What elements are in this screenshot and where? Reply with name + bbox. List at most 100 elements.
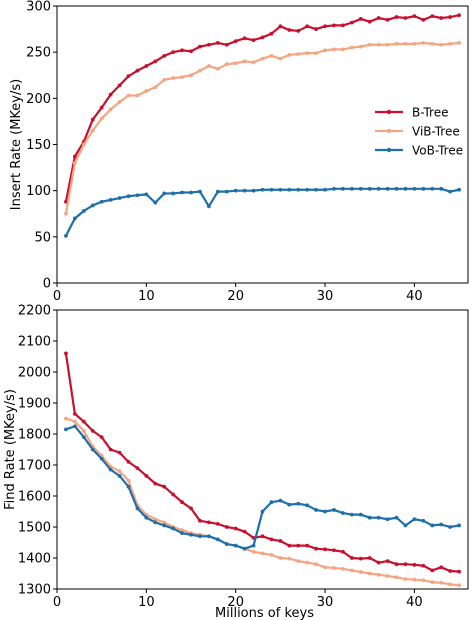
insert-data-point-b-tree <box>269 31 274 36</box>
insert-data-point-vob-tree <box>90 203 95 208</box>
find-data-point-b-tree <box>358 556 363 561</box>
find-data-point-vob-tree <box>341 511 345 515</box>
insert-data-point-b-tree <box>457 13 461 18</box>
insert-data-point-vob-tree <box>269 187 274 192</box>
find-data-point-vib-tree <box>81 429 86 433</box>
find-data-point-vob-tree <box>349 512 354 517</box>
find-data-point-vob-tree <box>117 473 122 478</box>
insert-data-point-vob-tree <box>421 186 426 191</box>
find-data-point-b-tree <box>153 481 158 486</box>
find-data-point-vob-tree <box>358 512 363 517</box>
insert-data-point-vib-tree <box>358 44 363 49</box>
find-data-point-vib-tree <box>162 520 167 525</box>
insert-x-tick-label: 10 <box>138 289 155 304</box>
insert-data-point-b-tree <box>99 105 104 110</box>
find-rate-panel: 1300 1400 1500 1600 1700 1800 1900 2000 2100 2200… <box>3 304 469 620</box>
insert-data-point-b-tree <box>224 42 229 47</box>
insert-data-point-vib-tree <box>198 68 202 73</box>
insert-data-point-vib-tree <box>376 42 381 47</box>
legend-label-b-tree: B-Tree <box>412 106 448 120</box>
find-data-point-vib-tree <box>394 575 399 580</box>
insert-data-point-b-tree <box>394 15 399 19</box>
find-data-point-b-tree <box>349 556 354 560</box>
insert-data-point-b-tree <box>278 24 283 29</box>
find-data-point-vib-tree <box>439 580 444 585</box>
find-data-point-vib-tree <box>341 566 345 571</box>
insert-data-point-vob-tree <box>296 187 301 192</box>
find-data-point-vob-tree <box>403 523 408 528</box>
find-data-point-b-tree <box>305 543 310 548</box>
insert-data-point-b-tree <box>180 48 184 53</box>
insert-data-point-vib-tree <box>278 56 283 61</box>
insert-y-tick-label: 250 <box>26 46 51 61</box>
find-data-point-vob-tree <box>287 502 292 507</box>
insert-data-point-vib-tree <box>421 41 426 45</box>
insert-y-tick-label: 0 <box>43 277 51 292</box>
find-data-point-b-tree <box>367 556 372 560</box>
find-data-point-b-tree <box>385 559 390 563</box>
find-data-point-vib-tree <box>421 578 426 583</box>
find-data-point-vob-tree <box>242 546 247 551</box>
insert-data-point-b-tree <box>162 53 167 58</box>
find-data-point-b-tree <box>269 537 274 542</box>
insert-data-point-b-tree <box>367 19 372 24</box>
find-data-point-vob-tree <box>180 531 184 536</box>
find-data-point-vob-tree <box>394 515 399 520</box>
find-data-point-vob-tree <box>332 508 336 512</box>
find-data-point-vob-tree <box>296 501 301 506</box>
insert-data-point-vib-tree <box>296 52 301 56</box>
insert-data-point-vib-tree <box>323 48 327 53</box>
insert-data-point-b-tree <box>305 24 310 29</box>
find-data-point-vob-tree <box>81 435 86 439</box>
find-data-point-vib-tree <box>64 416 68 421</box>
insert-data-point-b-tree <box>233 39 238 43</box>
find-data-point-vob-tree <box>135 506 140 511</box>
insert-data-point-b-tree <box>90 117 95 122</box>
find-data-point-b-tree <box>198 518 202 523</box>
insert-data-point-vob-tree <box>224 189 229 194</box>
insert-data-point-vib-tree <box>394 41 399 46</box>
find-data-point-vib-tree <box>260 551 265 556</box>
insert-data-point-vib-tree <box>385 42 390 47</box>
find-data-point-vob-tree <box>412 517 417 522</box>
find-data-point-vob-tree <box>189 532 193 537</box>
insert-data-point-vib-tree <box>64 211 68 216</box>
insert-x-tick-label: 30 <box>317 289 334 304</box>
insert-data-point-b-tree <box>189 49 193 54</box>
insert-data-point-vib-tree <box>108 107 113 112</box>
insert-data-point-b-tree <box>412 14 417 19</box>
find-data-point-b-tree <box>394 562 399 567</box>
find-data-point-b-tree <box>171 492 176 497</box>
find-data-point-vob-tree <box>278 498 283 503</box>
find-data-point-vob-tree <box>439 522 444 527</box>
insert-data-point-vib-tree <box>269 53 274 58</box>
insert-data-point-vob-tree <box>332 186 336 191</box>
legend-label-vob-tree: VoB-Tree <box>412 144 463 158</box>
insert-y-tick-label: 300 <box>26 0 51 15</box>
find-y-tick-label: 2000 <box>18 366 51 381</box>
find-data-point-vob-tree <box>430 523 435 528</box>
insert-data-point-b-tree <box>358 17 363 21</box>
insert-y-axis-title: Insert Rate (MKey/s) <box>9 79 24 210</box>
insert-data-point-b-tree <box>242 36 247 41</box>
find-data-point-b-tree <box>224 525 229 529</box>
insert-data-point-vib-tree <box>135 93 140 98</box>
find-data-point-b-tree <box>439 565 444 570</box>
find-data-point-vib-tree <box>430 580 435 585</box>
insert-data-point-b-tree <box>448 15 453 19</box>
find-data-point-vob-tree <box>144 515 149 520</box>
insert-data-point-b-tree <box>421 17 426 22</box>
find-y-tick-label: 1500 <box>18 521 51 536</box>
insert-data-point-vob-tree <box>72 216 77 221</box>
find-y-tick-label: 2200 <box>18 304 51 319</box>
insert-data-point-vob-tree <box>448 189 453 194</box>
find-data-point-vib-tree <box>126 478 131 483</box>
insert-data-point-vib-tree <box>233 61 238 66</box>
insert-data-point-vob-tree <box>108 198 113 202</box>
find-x-tick-label: 0 <box>53 595 61 610</box>
find-data-point-vob-tree <box>206 534 211 539</box>
insert-data-point-b-tree <box>439 16 444 20</box>
find-data-point-vob-tree <box>224 542 229 546</box>
insert-data-point-vib-tree <box>81 142 86 147</box>
insert-data-point-vob-tree <box>439 186 444 191</box>
